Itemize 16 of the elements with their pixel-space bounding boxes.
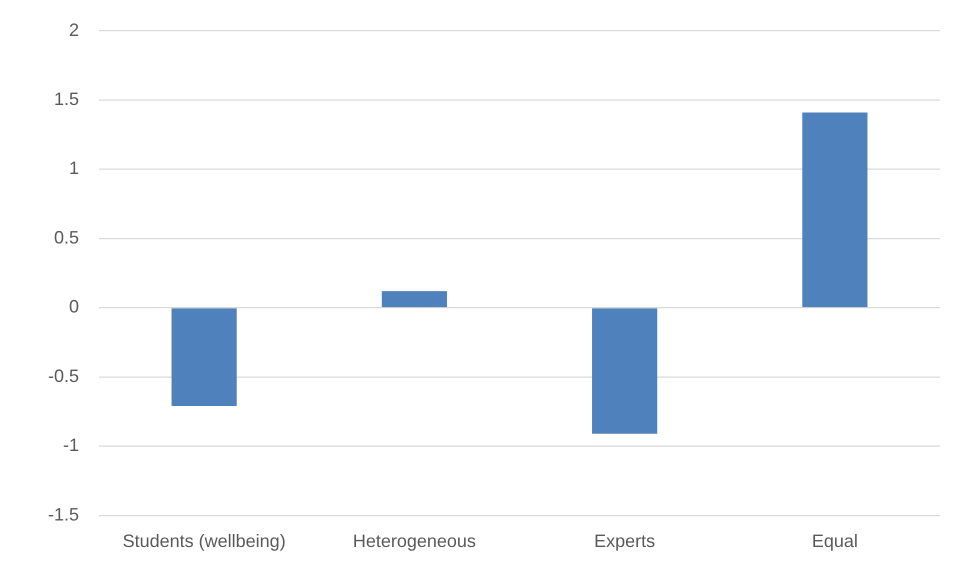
y-tick-label: 1 (69, 158, 80, 178)
y-tick-label: 2 (69, 20, 80, 40)
x-tick-label: Experts (594, 531, 656, 552)
y-tick-label: 1.5 (54, 88, 80, 109)
y-tick-label: 0 (69, 296, 80, 317)
y-tick-label: -0.5 (48, 366, 80, 386)
x-tick-label: Heterogeneous (352, 531, 476, 552)
bar (592, 308, 658, 434)
bar (172, 308, 237, 406)
x-tick-label: Equal (812, 531, 858, 552)
bar (382, 291, 447, 308)
y-tick-label: -1.5 (48, 504, 80, 524)
y-tick-label: 0.5 (54, 227, 80, 248)
x-tick-label: Students (wellbeing) (122, 531, 286, 552)
y-tick-label: -1 (63, 435, 80, 456)
bar (802, 112, 868, 308)
